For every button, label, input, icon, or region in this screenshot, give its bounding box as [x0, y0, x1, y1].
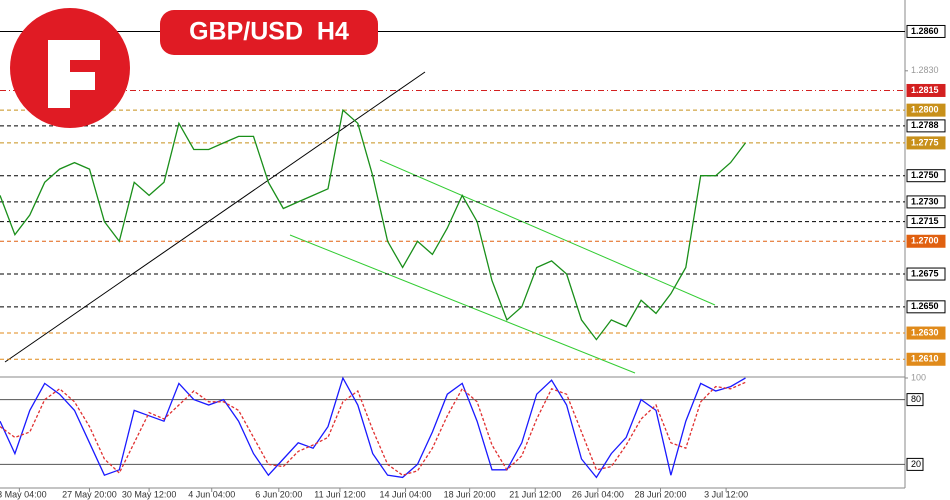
price-label-box — [906, 352, 946, 366]
channel-line — [289, 234, 636, 374]
y-tick-label: 100 — [911, 372, 926, 382]
series-line — [0, 376, 746, 479]
x-tick-label: 6 Jun 20:00 — [255, 489, 302, 499]
y-tick-label: 1.2610 — [911, 354, 939, 364]
y-tick-label: 1.2860 — [911, 26, 939, 36]
y-tick-label: 1.2675 — [911, 268, 939, 278]
label-box — [906, 393, 924, 407]
price-label-box — [906, 326, 946, 340]
price-label-box — [906, 24, 946, 38]
x-tick-label: 14 Jun 04:00 — [380, 489, 432, 499]
x-tick-label: 27 May 20:00 — [62, 489, 117, 499]
y-tick-label: 1.2775 — [911, 137, 939, 147]
price-label-box — [906, 136, 946, 150]
x-tick-label: 23 May 04:00 — [0, 489, 47, 499]
x-tick-label: 11 Jun 12:00 — [314, 489, 365, 499]
channel-line — [379, 159, 716, 306]
title: GBP/USD H4 — [189, 18, 349, 46]
y-tick-label: 1.2700 — [911, 236, 939, 246]
price-label-box — [906, 119, 946, 133]
price-label-box — [906, 83, 946, 97]
y-tick-label: 1.2815 — [911, 85, 939, 95]
y-tick-label: 1.2830 — [911, 65, 939, 75]
x-tick-label: 18 Jun 20:00 — [444, 489, 496, 499]
price-label-box — [906, 169, 946, 183]
series-line — [0, 381, 746, 476]
logo — [10, 8, 130, 128]
y-tick-label: 1.2788 — [911, 120, 939, 130]
title-badge: GBP/USD H4 — [160, 10, 378, 55]
price-label-box — [906, 195, 946, 209]
price-label-box — [906, 267, 946, 281]
y-tick-label: 1.2650 — [911, 301, 939, 311]
x-tick-label: 28 Jun 20:00 — [634, 489, 686, 499]
x-tick-label: 30 May 12:00 — [122, 489, 177, 499]
y-tick-label: 1.2630 — [911, 327, 939, 337]
y-tick-label: 1.2730 — [911, 196, 939, 206]
y-tick-label: 1.2800 — [911, 105, 939, 115]
x-tick-label: 26 Jun 04:00 — [572, 489, 624, 499]
x-tick-label: 3 Jul 12:00 — [704, 489, 748, 499]
y-tick-label: 1.2750 — [911, 170, 939, 180]
price-label-box — [906, 300, 946, 314]
price-label-box — [906, 215, 946, 229]
label-box — [906, 457, 924, 471]
y-tick-label: 1.2715 — [911, 216, 939, 226]
x-tick-label: 21 Jun 12:00 — [509, 489, 561, 499]
x-tick-label: 4 Jun 04:00 — [188, 489, 235, 499]
price-label-box — [906, 103, 946, 117]
price-label-box — [906, 234, 946, 248]
series-line — [0, 108, 747, 341]
y-tick-label: 20 — [911, 459, 921, 469]
y-tick-label: 80 — [911, 394, 921, 404]
